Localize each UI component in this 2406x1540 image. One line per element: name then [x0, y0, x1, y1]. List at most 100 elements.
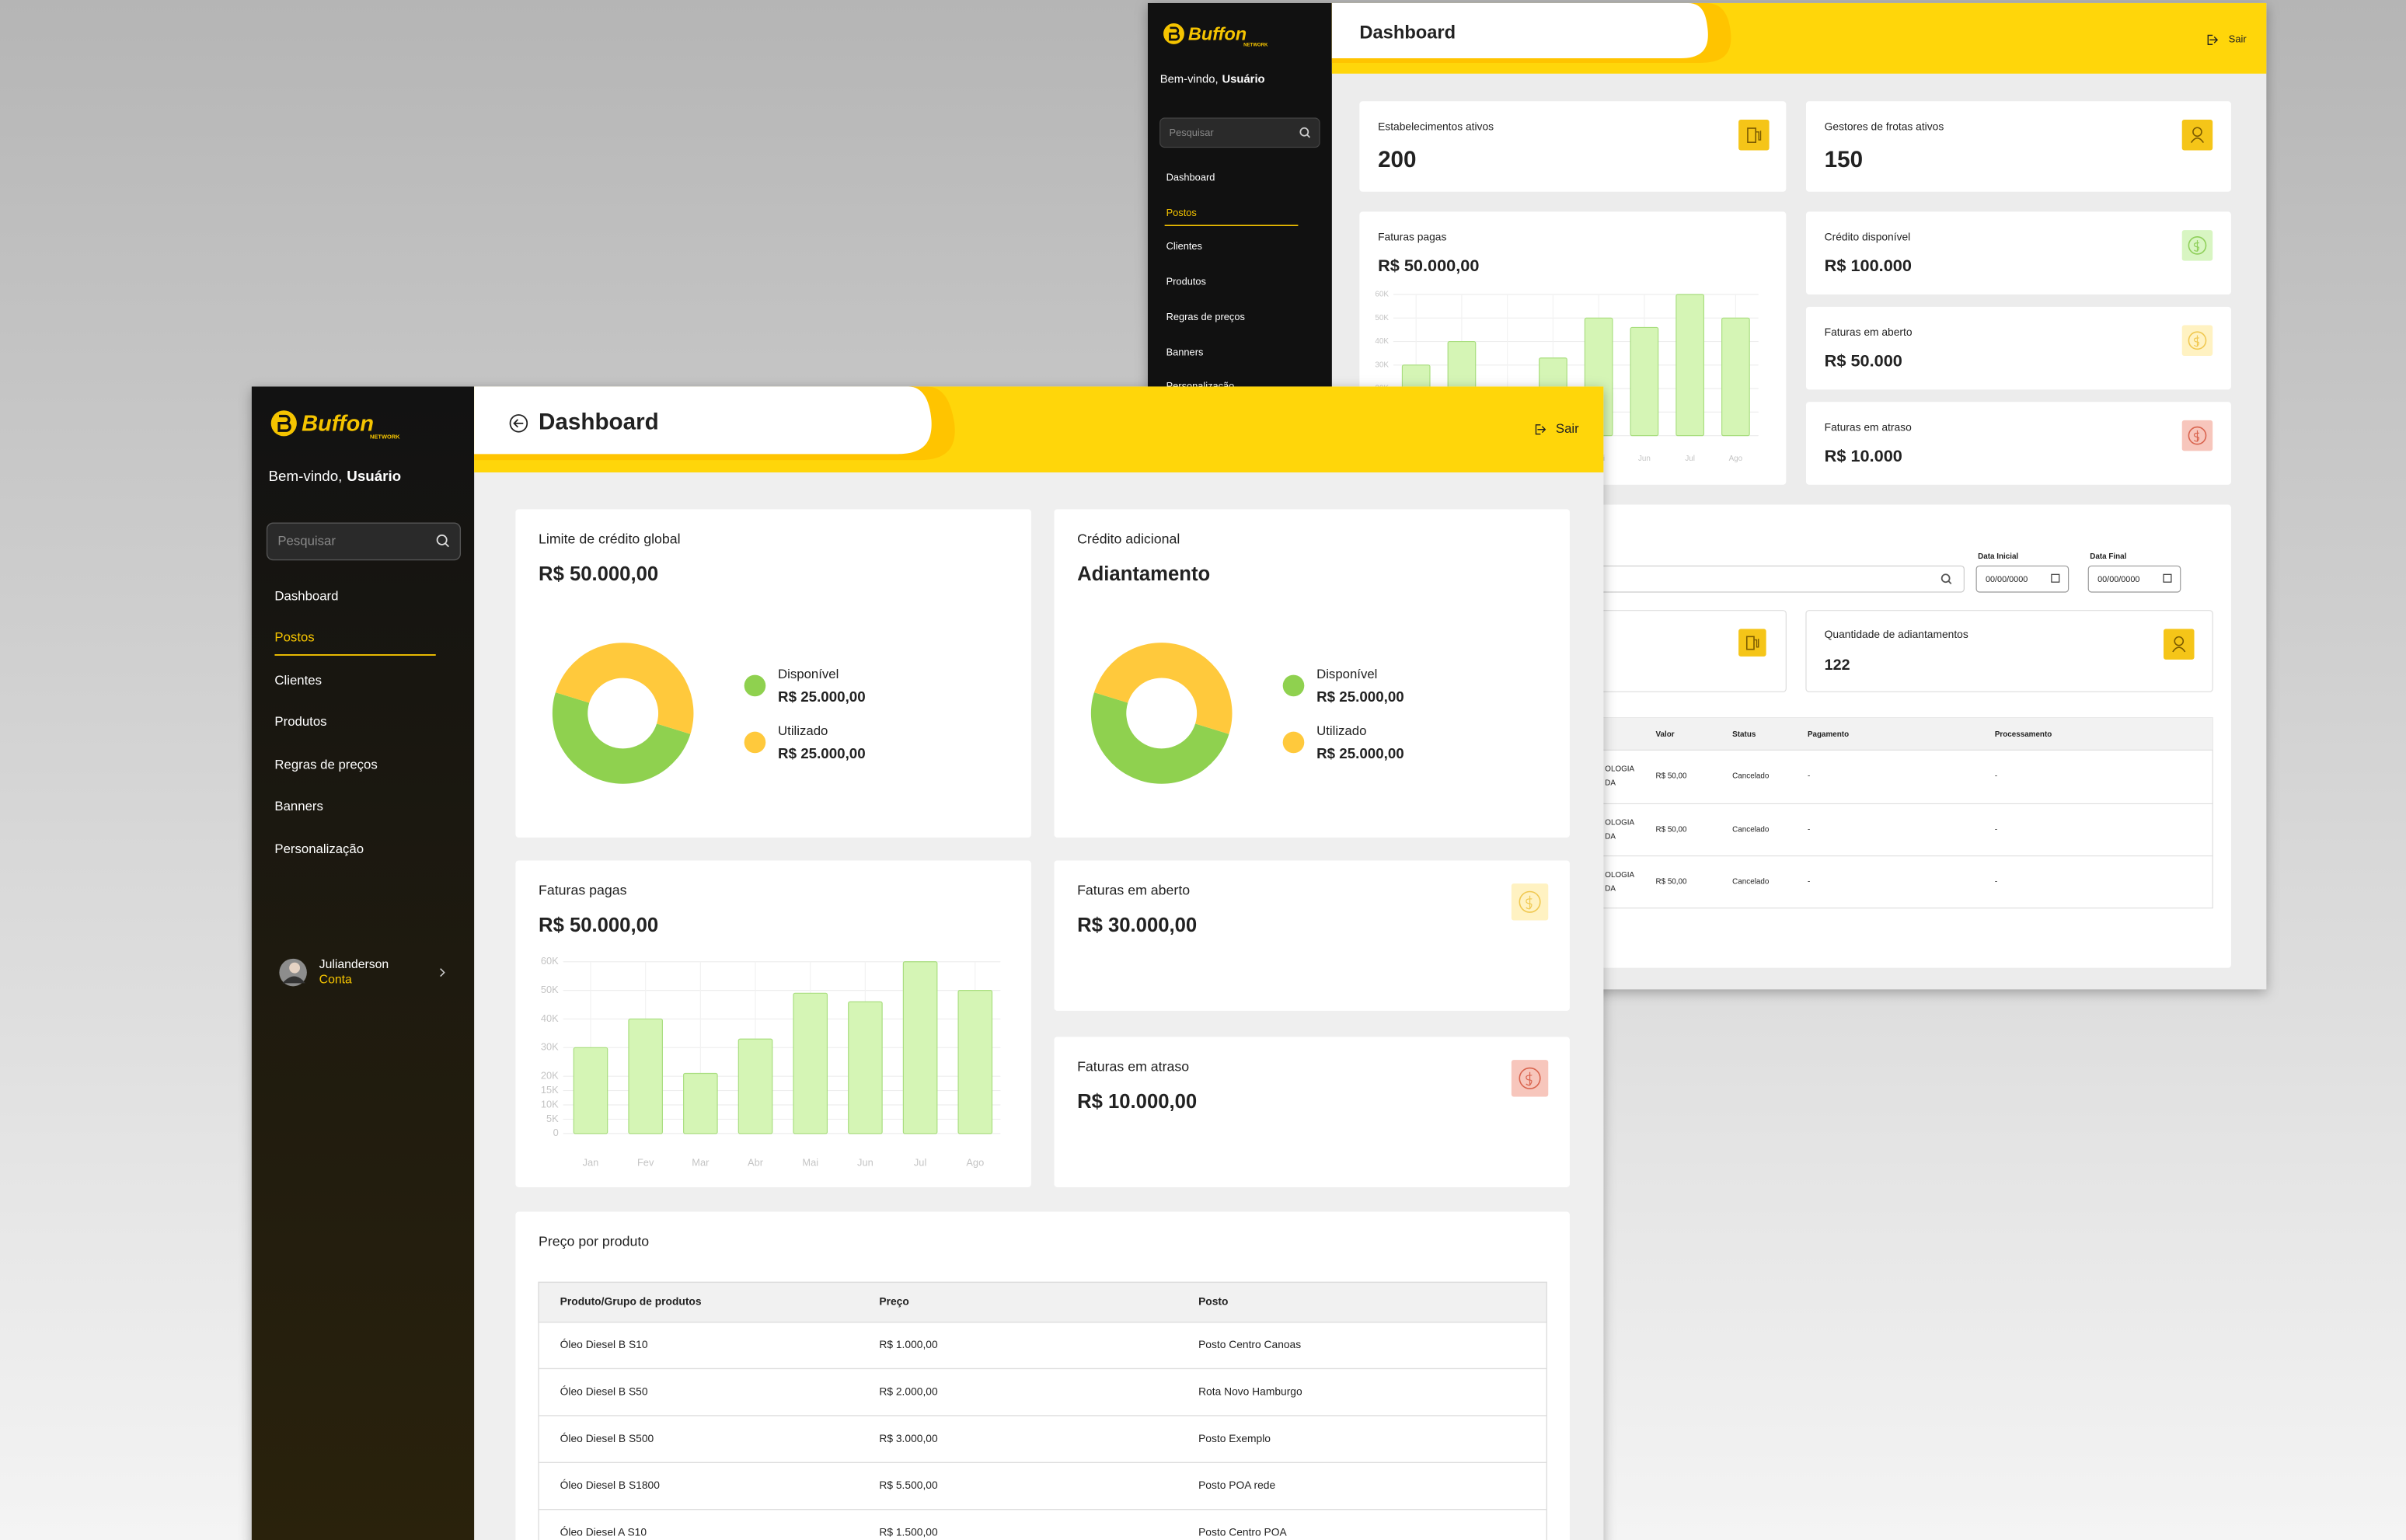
stat-card — [1359, 101, 1787, 192]
search-box[interactable] — [266, 522, 462, 561]
stat-card — [1805, 402, 2231, 485]
y-tick-label: 10K — [541, 1098, 559, 1110]
search-icon — [1299, 127, 1309, 137]
date-input[interactable] — [2087, 565, 2181, 593]
card-value: R$ 30.000,00 — [1077, 915, 1197, 936]
cell: OLOGIA — [1605, 871, 1634, 880]
x-tick-label: Fev — [637, 1157, 654, 1169]
brand: Buffon — [1188, 23, 1247, 44]
icon-badge — [2181, 119, 2213, 151]
logout[interactable]: Sair — [2229, 33, 2247, 45]
cell: - — [1808, 878, 1810, 887]
stat-value: 200 — [1378, 147, 1416, 172]
back-button[interactable] — [509, 414, 528, 433]
stat-label: Crédito disponível — [1825, 231, 1911, 243]
y-tick-label: 5K — [546, 1113, 559, 1124]
y-tick-label: 50K — [541, 984, 559, 995]
welcome-text: Bem-vindo, — [269, 468, 343, 484]
cell: DA — [1605, 885, 1616, 894]
search-placeholder[interactable]: Pesquisar — [277, 533, 336, 548]
bar — [957, 990, 993, 1134]
bar — [902, 961, 938, 1134]
avatar-body — [282, 976, 305, 984]
menu-item[interactable]: Dashboard — [274, 588, 338, 603]
stat-label: Gestores de frotas ativos — [1825, 120, 1944, 133]
x-tick-label: Jul — [1685, 455, 1695, 463]
search-placeholder[interactable]: Pesquisar — [1170, 127, 1215, 138]
cell: R$ 2.000,00 — [879, 1385, 938, 1397]
bar — [683, 1072, 718, 1134]
logout-icon — [1535, 424, 1546, 435]
cell: Posto Centro POA — [1198, 1526, 1287, 1538]
chart-card — [515, 860, 1031, 1187]
page-title: Dashboard — [539, 409, 659, 435]
card-value: Adiantamento — [1077, 563, 1210, 585]
cell: Cancelado — [1732, 772, 1770, 781]
menu-item[interactable]: Banners — [274, 799, 323, 814]
cell: R$ 50,00 — [1655, 826, 1687, 834]
welcome: Bem-vindo, Usuário — [1160, 74, 1265, 86]
cell: OLOGIA — [1605, 819, 1634, 827]
y-tick-label: 0 — [553, 1127, 559, 1138]
cell: Rota Novo Hamburgo — [1198, 1385, 1302, 1397]
menu-item[interactable]: Postos — [274, 630, 314, 645]
stat-value: R$ 100.000 — [1825, 256, 1912, 275]
header-tab — [474, 386, 932, 455]
search-box[interactable] — [1159, 117, 1320, 148]
account-link[interactable]: Conta — [319, 974, 352, 987]
y-tick-label: 15K — [541, 1084, 559, 1096]
cell: Posto Centro Canoas — [1198, 1338, 1301, 1350]
chart-total: R$ 50.000,00 — [1378, 256, 1479, 275]
bar — [793, 992, 828, 1134]
cell: R$ 1.500,00 — [879, 1526, 938, 1538]
legend-dot — [744, 731, 766, 754]
logout[interactable]: Sair — [1556, 421, 1579, 436]
menu-item[interactable]: Regras de preços — [274, 758, 377, 772]
account-name[interactable]: Julianderson — [319, 958, 389, 971]
menu-item[interactable]: Personalização — [274, 841, 364, 856]
stat-card — [1805, 101, 2231, 192]
x-tick-label: Jul — [914, 1157, 926, 1169]
cell: R$ 3.000,00 — [879, 1432, 938, 1444]
stat-label: Faturas em aberto — [1825, 326, 1913, 338]
coin-icon — [1519, 890, 1541, 913]
menu-item[interactable]: Dashboard — [1166, 171, 1215, 183]
icon-badge — [2164, 629, 2195, 660]
menu-item[interactable]: Banners — [1166, 346, 1204, 357]
y-tick-label: 20K — [541, 1070, 559, 1082]
column-header: Posto — [1198, 1295, 1228, 1308]
menu-item[interactable]: Clientes — [1166, 240, 1202, 252]
menu-item[interactable]: Produtos — [274, 714, 326, 729]
card-label: Crédito adicional — [1077, 531, 1180, 547]
stat-card — [1805, 306, 2231, 390]
x-tick-label: Abr — [748, 1157, 764, 1169]
chevron — [440, 968, 445, 977]
menu-item[interactable]: Regras de preços — [1166, 311, 1245, 322]
donut-slice — [552, 692, 691, 784]
coin-icon — [2193, 335, 2200, 347]
page-title: Dashboard — [1359, 23, 1456, 44]
menu-item[interactable]: Produtos — [1166, 276, 1206, 287]
stat-value: R$ 10.000 — [1825, 446, 1902, 465]
stat-label: Faturas em atraso — [1825, 420, 1912, 433]
coin-icon — [2193, 240, 2200, 252]
y-tick-label: 40K — [541, 1012, 559, 1024]
cell: Óleo Diesel A S10 — [560, 1526, 647, 1538]
date-value[interactable]: 00/00/0000 — [1986, 575, 2028, 584]
search-icon — [436, 534, 448, 545]
donut-slice — [1093, 643, 1233, 734]
coin-icon — [1519, 1067, 1541, 1089]
stat-card — [1805, 211, 2231, 295]
table-header — [538, 1281, 1547, 1323]
legend-dot — [1282, 731, 1305, 754]
date-value[interactable]: 00/00/0000 — [2097, 575, 2139, 584]
menu-item[interactable]: Clientes — [274, 673, 322, 688]
chart-title: Faturas pagas — [539, 883, 627, 898]
date-input[interactable] — [1975, 565, 2070, 593]
menu-item[interactable]: Postos — [1166, 207, 1197, 218]
cell: R$ 5.500,00 — [879, 1479, 938, 1491]
x-tick-label: Ago — [966, 1157, 984, 1169]
search-icon — [445, 542, 449, 548]
